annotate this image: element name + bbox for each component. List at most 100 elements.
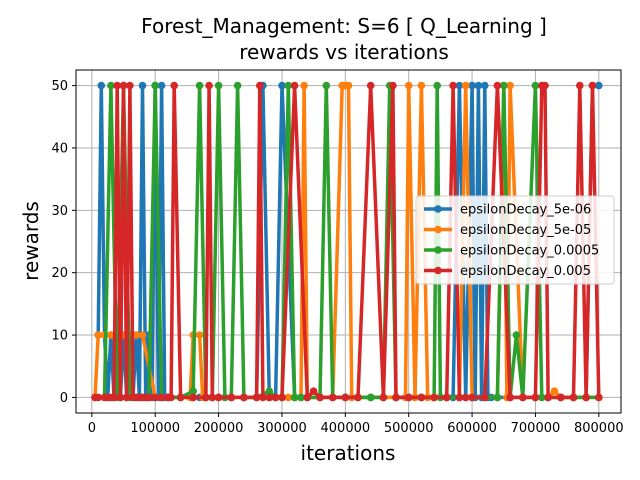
data-point — [214, 81, 223, 90]
data-point — [195, 331, 204, 339]
data-point — [300, 81, 308, 90]
data-point — [252, 393, 261, 402]
data-point — [240, 393, 248, 402]
data-point — [449, 81, 457, 90]
legend-box — [415, 195, 615, 285]
data-point — [290, 81, 299, 90]
y-tick-label: 0 — [60, 391, 68, 406]
data-point — [126, 81, 134, 90]
data-point — [110, 393, 118, 402]
data-point — [493, 393, 502, 402]
data-point — [588, 81, 597, 90]
legend-label: epsilonDecay_5e-05 — [460, 223, 591, 238]
data-point — [328, 393, 337, 402]
legend-item: epsilonDecay_0.005 — [424, 264, 591, 279]
legend-marker — [434, 205, 442, 213]
data-point — [214, 393, 223, 402]
data-point — [145, 393, 153, 402]
data-point — [113, 81, 121, 90]
data-point — [379, 393, 388, 402]
data-point — [138, 331, 147, 339]
data-point — [94, 393, 102, 402]
data-point — [430, 393, 438, 402]
y-axis-label: rewards — [19, 201, 43, 281]
data-point — [309, 387, 318, 396]
x-tick-label: 200000 — [194, 421, 244, 436]
data-point — [474, 81, 483, 90]
series-layer — [91, 81, 603, 402]
data-point — [233, 81, 242, 90]
data-point — [290, 393, 299, 402]
data-point — [259, 393, 267, 402]
chart-title-line2: rewards vs iterations — [239, 40, 449, 64]
data-point — [461, 81, 470, 90]
data-point — [138, 81, 147, 90]
data-point — [157, 81, 166, 90]
y-tick-label: 50 — [51, 79, 68, 94]
data-point — [116, 393, 125, 402]
data-point — [271, 393, 280, 402]
data-point — [576, 81, 584, 90]
x-tick-label: 800000 — [574, 421, 624, 436]
ticks: 0 100000 200000 300000 400000 500000 600000 700… — [51, 79, 623, 436]
data-point — [404, 393, 413, 402]
data-point — [433, 81, 442, 90]
x-tick-label: 400000 — [321, 421, 371, 436]
data-point — [417, 81, 426, 90]
data-point — [461, 393, 470, 402]
data-point — [107, 81, 115, 90]
data-point — [176, 393, 185, 402]
y-tick-label: 10 — [51, 329, 68, 344]
data-point — [417, 393, 426, 402]
data-point — [265, 393, 274, 402]
data-point — [506, 81, 514, 90]
x-tick-label: 100000 — [130, 421, 180, 436]
data-point — [595, 81, 603, 90]
y-tick-label: 20 — [51, 266, 68, 281]
data-point — [265, 387, 274, 396]
legend-label: epsilonDecay_0.005 — [460, 264, 591, 279]
legend-item: epsilonDecay_5e-06 — [424, 203, 591, 218]
data-point — [500, 81, 508, 90]
legend-label: epsilonDecay_0.0005 — [460, 244, 599, 259]
data-point — [389, 81, 397, 90]
data-point — [582, 393, 590, 402]
data-point — [119, 81, 128, 90]
data-point — [132, 331, 140, 339]
data-point — [493, 81, 502, 90]
data-point — [531, 81, 540, 90]
data-point — [354, 393, 362, 402]
data-point — [512, 331, 521, 339]
data-point — [122, 393, 131, 402]
data-point — [569, 393, 578, 402]
data-point — [557, 393, 565, 402]
data-point — [157, 393, 166, 402]
plot-area-frame — [75, 69, 622, 414]
data-point — [97, 81, 106, 90]
data-point — [506, 393, 514, 402]
data-point — [278, 81, 286, 90]
data-point — [322, 81, 331, 90]
data-point — [151, 393, 159, 402]
legend-marker — [434, 266, 442, 275]
data-point — [366, 393, 375, 402]
data-point — [297, 393, 305, 402]
data-point — [344, 81, 353, 90]
data-point — [316, 393, 324, 402]
data-point — [366, 81, 375, 90]
data-point — [404, 81, 413, 90]
data-point — [341, 393, 350, 402]
data-point — [468, 393, 476, 402]
x-tick-label: 0 — [88, 421, 96, 436]
x-tick-label: 600000 — [447, 421, 497, 436]
data-point — [531, 393, 540, 402]
data-point — [202, 393, 210, 402]
x-tick-label: 500000 — [384, 421, 434, 436]
data-point — [481, 393, 489, 402]
data-point — [151, 81, 159, 90]
data-point — [107, 331, 115, 339]
chart-title-line1: Forest_Management: S=6 [ Q_Learning ] — [141, 14, 547, 38]
x-tick-label: 300000 — [257, 421, 307, 436]
data-point — [189, 387, 197, 396]
